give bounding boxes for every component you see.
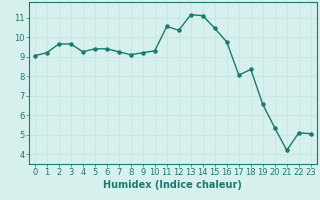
- X-axis label: Humidex (Indice chaleur): Humidex (Indice chaleur): [103, 180, 242, 190]
